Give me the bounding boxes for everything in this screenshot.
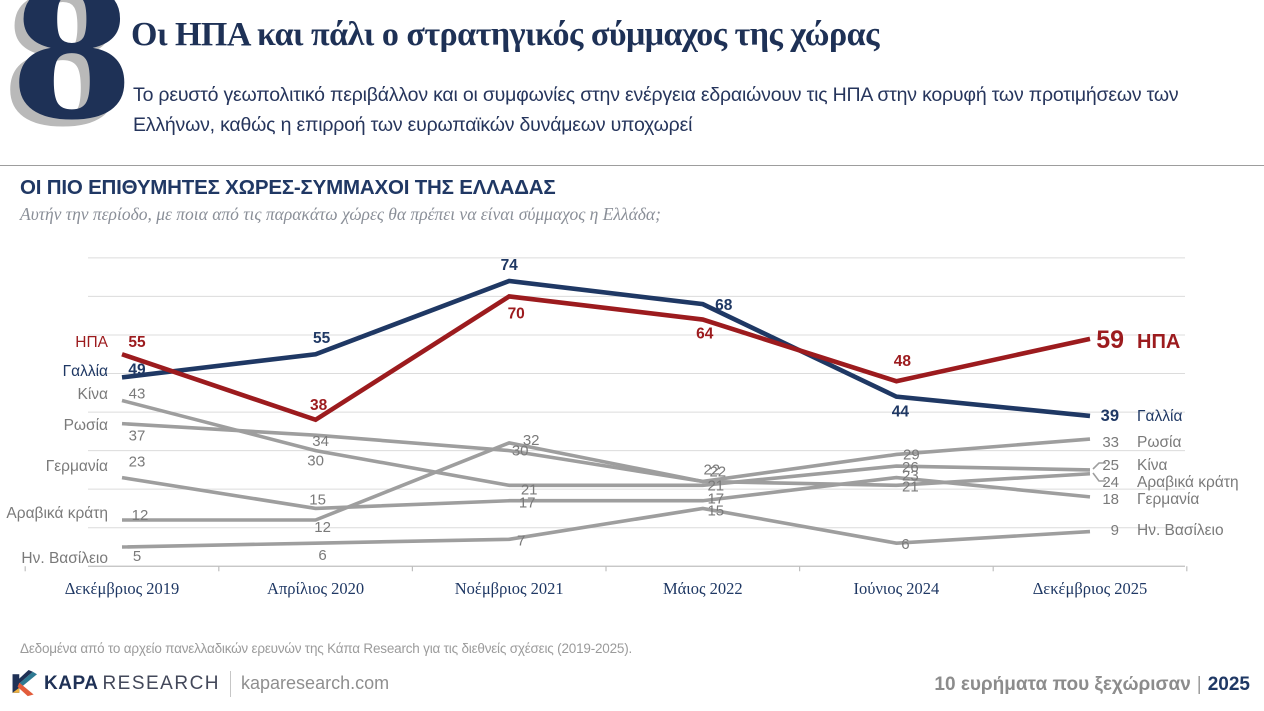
series-name-right-ΗΠΑ: ΗΠΑ bbox=[1137, 331, 1180, 353]
value-label-ΗΠΑ-3: 64 bbox=[696, 326, 714, 343]
series-line-Γαλλία bbox=[121, 278, 1091, 419]
series-name-left-Κίνα: Κίνα bbox=[78, 386, 109, 403]
report-tagline: 10 ευρήματα που ξεχώρισαν | 2025 bbox=[934, 674, 1250, 696]
value-label-Γερμανία-1: 15 bbox=[309, 491, 326, 508]
page-title: Οι ΗΠΑ και πάλι ο στρατηγικός σύμμαχος τ… bbox=[131, 16, 879, 53]
source-note: Δεδομένα από το αρχείο πανελλαδικών ερευ… bbox=[20, 641, 633, 656]
value-label-Γερμανία-4: 23 bbox=[902, 468, 919, 485]
series-name-right-Γαλλία: Γαλλία bbox=[1137, 408, 1182, 425]
tagline-bar: | bbox=[1196, 674, 1202, 695]
footer: KAPA RESEARCH kaparesearch.com 10 ευρήμα… bbox=[0, 668, 1264, 704]
brand-website[interactable]: kaparesearch.com bbox=[241, 673, 390, 693]
series-name-left-ΗΠΑ: ΗΠΑ bbox=[75, 334, 108, 351]
label-connector-aravika bbox=[1092, 472, 1106, 482]
value-label-Αραβικά κράτη-0: 12 bbox=[132, 507, 149, 524]
value-label-Γερμανία-2: 17 bbox=[519, 495, 536, 512]
value-label-Κίνα-2: 21 bbox=[521, 481, 538, 498]
series-line-Ρωσία bbox=[121, 421, 1091, 484]
value-label-Ην. Βασίλειο-1: 6 bbox=[318, 547, 326, 564]
value-label-Ρωσία-0: 37 bbox=[129, 428, 146, 445]
page-subtitle: Το ρευστό γεωπολιτικό περιβάλλον και οι … bbox=[133, 84, 1179, 137]
value-label-Γαλλία-1: 55 bbox=[313, 330, 331, 347]
end-value-Κίνα: 25 bbox=[1102, 457, 1119, 474]
value-label-Ρωσία-2: 30 bbox=[512, 443, 529, 460]
value-label-Ην. Βασίλειο-3: 15 bbox=[707, 502, 724, 519]
series-line-Αραβικά κράτη bbox=[122, 441, 1091, 522]
finding-number: 8 bbox=[10, 0, 134, 159]
survey-question: Αυτήν την περίοδο, με ποια από τις παρακ… bbox=[20, 204, 661, 224]
series-line-ΗΠΑ bbox=[121, 294, 1091, 423]
value-label-ΗΠΑ-4: 48 bbox=[894, 353, 912, 370]
end-value-ΗΠΑ: 59 bbox=[1096, 326, 1124, 354]
kapa-logo: KAPA RESEARCH kaparesearch.com bbox=[10, 670, 389, 697]
end-value-Γερμανία: 18 bbox=[1102, 491, 1119, 508]
series-name-right-Κίνα: Κίνα bbox=[1137, 457, 1168, 474]
value-label-Αραβικά κράτη-1: 12 bbox=[314, 519, 331, 536]
kapa-k-icon bbox=[12, 670, 37, 697]
header-divider bbox=[0, 165, 1264, 166]
value-label-ΗΠΑ-2: 70 bbox=[508, 305, 525, 322]
tagline-text: 10 ευρήματα που ξεχώρισαν bbox=[934, 674, 1191, 695]
series-name-left-Αραβικά κράτη: Αραβικά κράτη bbox=[6, 505, 108, 522]
brand-research: RESEARCH bbox=[102, 672, 221, 694]
value-label-Αραβικά κράτη-4: 21 bbox=[902, 478, 919, 495]
series-line-Γερμανία bbox=[121, 475, 1091, 511]
value-label-Ρωσία-3: 22 bbox=[709, 463, 726, 480]
value-label-Κίνα-0: 43 bbox=[129, 386, 146, 403]
value-label-Γαλλία-0: 49 bbox=[128, 361, 146, 378]
x-axis-label: Απρίλιος 2020 bbox=[267, 579, 364, 598]
end-value-Ρωσία: 33 bbox=[1102, 434, 1119, 451]
value-label-Κίνα-1: 30 bbox=[307, 453, 324, 470]
chart-heading: ΟΙ ΠΙΟ ΕΠΙΘΥΜΗΤΕΣ ΧΩΡΕΣ-ΣΥΜΜΑΧΟΙ ΤΗΣ ΕΛΛ… bbox=[20, 176, 556, 199]
end-value-Γαλλία: 39 bbox=[1101, 407, 1119, 425]
tagline-year: 2025 bbox=[1207, 674, 1250, 695]
value-label-Γερμανία-3: 17 bbox=[707, 491, 724, 508]
value-label-Γαλλία-4: 44 bbox=[892, 404, 910, 421]
series-name-left-Γερμανία: Γερμανία bbox=[46, 458, 108, 475]
series-line-Ην. Βασίλειο bbox=[121, 506, 1091, 549]
brand-separator bbox=[230, 670, 232, 697]
value-label-Γερμανία-0: 23 bbox=[129, 454, 146, 471]
value-label-Ην. Βασίλειο-0: 5 bbox=[133, 548, 141, 565]
series-name-left-Ρωσία: Ρωσία bbox=[64, 417, 108, 434]
end-value-Ην. Βασίλειο: 9 bbox=[1111, 522, 1119, 539]
value-label-Κίνα-3: 21 bbox=[707, 477, 724, 494]
series-name-right-Αραβικά κράτη: Αραβικά κράτη bbox=[1137, 474, 1239, 491]
value-label-Γαλλία-2: 74 bbox=[501, 257, 519, 274]
value-label-ΗΠΑ-1: 38 bbox=[310, 397, 328, 414]
label-connector-kina bbox=[1092, 462, 1106, 470]
series-name-left-Γαλλία: Γαλλία bbox=[63, 363, 108, 380]
value-label-ΗΠΑ-0: 55 bbox=[128, 334, 146, 351]
series-name-left-Ην. Βασίλειο: Ην. Βασίλειο bbox=[21, 550, 108, 567]
series-name-right-Ρωσία: Ρωσία bbox=[1137, 434, 1181, 451]
value-label-Ην. Βασίλειο-2: 7 bbox=[517, 532, 525, 549]
x-axis-label: Νοέμβριος 2021 bbox=[455, 579, 564, 598]
value-label-Κίνα-4: 26 bbox=[902, 459, 919, 476]
x-axis-label: Ιούνιος 2024 bbox=[854, 579, 940, 598]
series-line-Κίνα bbox=[121, 398, 1091, 488]
value-label-Αραβικά κράτη-2: 32 bbox=[523, 432, 540, 449]
value-label-Ρωσία-4: 29 bbox=[903, 446, 920, 463]
value-label-Ην. Βασίλειο-4: 6 bbox=[901, 536, 909, 553]
x-axis-label: Δεκέμβριος 2019 bbox=[65, 579, 180, 598]
end-value-Αραβικά κράτη: 24 bbox=[1102, 474, 1119, 491]
x-axis-label: Μάιος 2022 bbox=[663, 579, 743, 598]
value-label-Γαλλία-3: 68 bbox=[715, 297, 733, 314]
value-label-Ρωσία-1: 34 bbox=[312, 433, 329, 450]
x-axis-label: Δεκέμβριος 2025 bbox=[1033, 579, 1148, 598]
series-name-right-Γερμανία: Γερμανία bbox=[1137, 491, 1199, 508]
series-name-right-Ην. Βασίλειο: Ην. Βασίλειο bbox=[1137, 522, 1224, 539]
brand-kapa: KAPA bbox=[44, 672, 99, 694]
value-label-Αραβικά κράτη-3: 22 bbox=[703, 461, 720, 478]
